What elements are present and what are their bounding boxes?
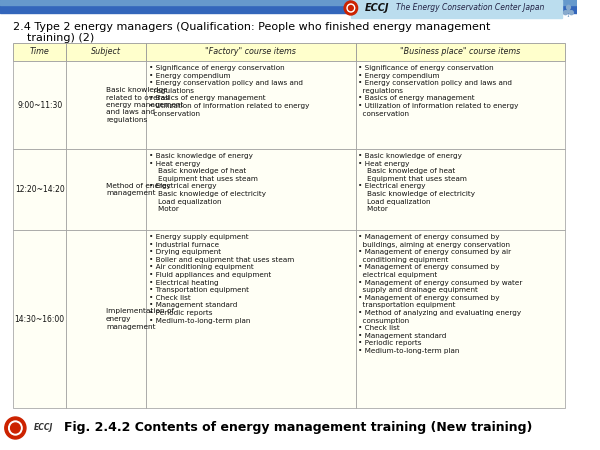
Text: 12:20~14:20: 12:20~14:20 bbox=[15, 185, 65, 194]
Bar bbox=[356, 230, 565, 408]
Bar bbox=[0, 0, 577, 5]
Text: Fig. 2.4.2 Contents of energy management training (New training): Fig. 2.4.2 Contents of energy management… bbox=[64, 422, 532, 435]
Text: 14:30~16:00: 14:30~16:00 bbox=[14, 315, 65, 324]
Bar bbox=[351, 0, 562, 18]
Bar bbox=[66, 230, 146, 408]
Text: Basic knowledge
related to overall
energy management
and laws and
regulations: Basic knowledge related to overall energ… bbox=[106, 87, 183, 123]
Bar bbox=[356, 149, 565, 230]
Text: ECCJ: ECCJ bbox=[34, 423, 53, 432]
Text: • Significance of energy conservation
• Energy compendium
• Energy conservation : • Significance of energy conservation • … bbox=[149, 65, 309, 117]
Bar bbox=[13, 230, 66, 408]
Text: • Basic knowledge of energy
• Heat energy
    Basic knowledge of heat
    Equipm: • Basic knowledge of energy • Heat energ… bbox=[149, 153, 266, 212]
Text: "Factory" course items: "Factory" course items bbox=[205, 48, 296, 57]
Circle shape bbox=[344, 1, 358, 15]
Circle shape bbox=[5, 417, 26, 439]
Bar bbox=[66, 149, 146, 230]
Text: 2.4 Type 2 energy managers (Qualification: People who finished energy management: 2.4 Type 2 energy managers (Qualificatio… bbox=[13, 22, 491, 32]
Circle shape bbox=[349, 5, 353, 10]
Bar bbox=[146, 230, 356, 408]
Bar bbox=[0, 0, 577, 13]
Text: • Significance of energy conservation
• Energy compendium
• Energy conservation : • Significance of energy conservation • … bbox=[358, 65, 519, 117]
Text: • Energy supply equipment
• Industrial furnace
• Drying equipment
• Boiler and e: • Energy supply equipment • Industrial f… bbox=[149, 234, 294, 324]
Bar bbox=[146, 61, 356, 149]
Circle shape bbox=[11, 423, 20, 433]
Bar bbox=[13, 149, 66, 230]
Bar bbox=[66, 43, 146, 61]
Bar bbox=[66, 61, 146, 149]
Bar bbox=[356, 43, 565, 61]
Bar bbox=[146, 43, 356, 61]
Text: "Business place" course items: "Business place" course items bbox=[400, 48, 521, 57]
Bar bbox=[146, 149, 356, 230]
Text: Time: Time bbox=[30, 48, 50, 57]
Circle shape bbox=[347, 4, 355, 12]
Text: The Energy Conservation Center Japan: The Energy Conservation Center Japan bbox=[396, 4, 544, 13]
Text: Subject: Subject bbox=[91, 48, 121, 57]
Text: • Management of energy consumed by
  buildings, aiming at energy conservation
• : • Management of energy consumed by build… bbox=[358, 234, 523, 354]
Text: ECCJ: ECCJ bbox=[365, 3, 390, 13]
Bar bbox=[356, 61, 565, 149]
Bar bbox=[13, 61, 66, 149]
Text: Method of energy
management: Method of energy management bbox=[106, 183, 171, 196]
Circle shape bbox=[8, 421, 22, 435]
Text: ♣: ♣ bbox=[560, 3, 575, 21]
Text: 9:00~11:30: 9:00~11:30 bbox=[17, 100, 62, 109]
Bar bbox=[13, 43, 66, 61]
Text: training) (2): training) (2) bbox=[13, 33, 95, 43]
Text: • Basic knowledge of energy
• Heat energy
    Basic knowledge of heat
    Equipm: • Basic knowledge of energy • Heat energ… bbox=[358, 153, 475, 212]
Text: Implementation of
energy
management: Implementation of energy management bbox=[106, 309, 174, 329]
